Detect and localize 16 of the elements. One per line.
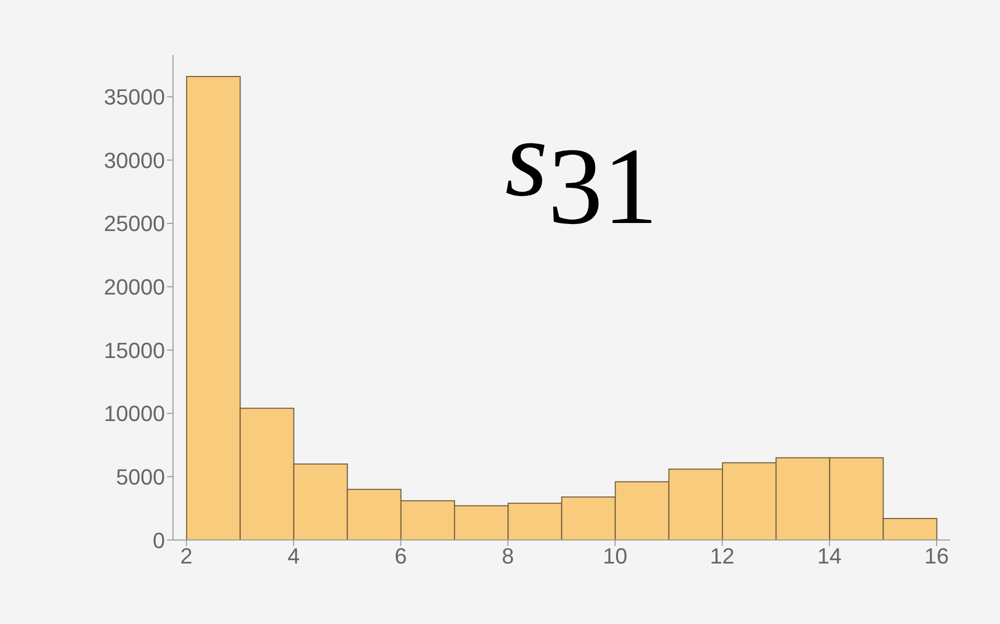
x-tick-label: 8	[502, 544, 514, 569]
y-tick-label: 25000	[104, 211, 165, 236]
y-tick-label: 35000	[104, 84, 165, 110]
y-tick-label: 0	[152, 528, 165, 553]
x-tick-label: 2	[180, 544, 193, 569]
x-tick-label: 4	[287, 544, 300, 569]
x-tick-label: 10	[602, 544, 628, 569]
y-tick-label: 20000	[104, 274, 165, 300]
x-tick-label: 6	[394, 544, 407, 569]
x-tick-label: 14	[817, 544, 842, 569]
y-tick-label: 5000	[116, 464, 165, 490]
y-tick-label: 15000	[104, 338, 165, 363]
x-tick-label: 16	[924, 544, 949, 569]
y-tick-label: 10000	[104, 401, 165, 426]
y-tick-label: 30000	[104, 148, 165, 173]
x-tick-label: 12	[710, 544, 734, 569]
